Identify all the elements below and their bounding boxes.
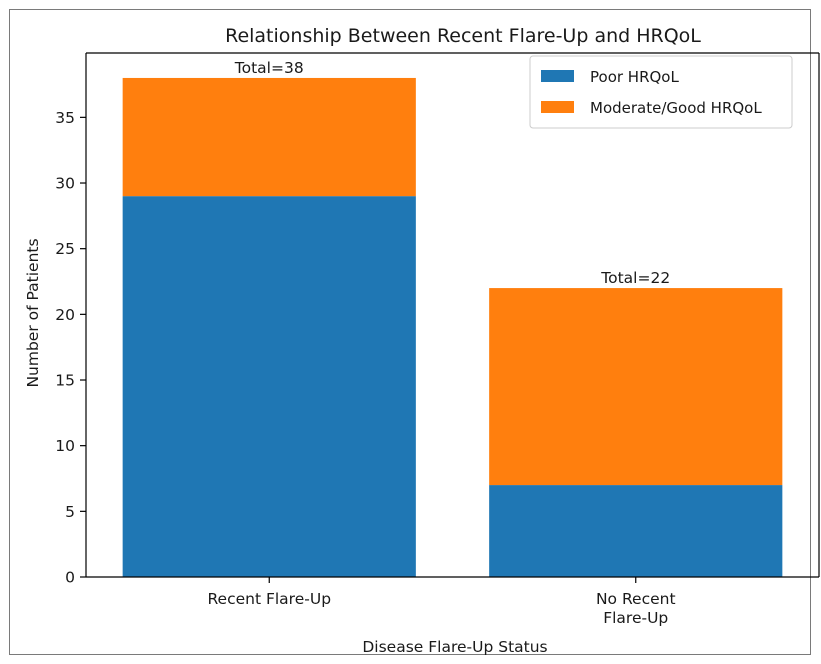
bar-segment-moderate-good (489, 288, 783, 486)
y-tick-label: 0 (65, 569, 75, 587)
legend-label-moderate-good: Moderate/Good HRQoL (590, 99, 762, 117)
axes-layer (85, 52, 820, 578)
legend-label-poor: Poor HRQoL (590, 68, 679, 86)
x-tick-label: Recent Flare-Up (207, 590, 331, 608)
x-tick-label: Flare-Up (603, 609, 668, 627)
labels-layer: Relationship Between Recent Flare-Up and… (24, 25, 701, 656)
legend-swatch-moderate-good (541, 101, 574, 113)
bar-total-label: Total=38 (234, 59, 304, 77)
y-tick-label: 35 (55, 109, 75, 127)
y-tick-label: 25 (55, 240, 75, 258)
y-tick-label: 20 (55, 306, 75, 324)
x-axis-label: Disease Flare-Up Status (362, 638, 547, 656)
bar-total-label: Total=22 (600, 269, 670, 287)
y-tick-label: 5 (65, 503, 75, 521)
y-tick-label: 15 (55, 372, 75, 390)
legend-swatch-poor (541, 70, 574, 82)
bars-layer: Total=38 Total=22 (122, 59, 783, 577)
legend-box (529, 55, 793, 129)
chart-title: Relationship Between Recent Flare-Up and… (225, 25, 701, 47)
bar-segment-poor (489, 485, 783, 577)
legend: Poor HRQoL Moderate/Good HRQoL (529, 55, 793, 129)
y-axis-label: Number of Patients (24, 238, 42, 387)
y-tick-label: 10 (55, 437, 75, 455)
figure-border (9, 9, 811, 655)
y-tick-label: 30 (55, 175, 75, 193)
ticks-layer: 0 5 10 15 20 25 30 35 Recent Flare-Up No RecentFl… (55, 109, 675, 627)
x-tick-label: No Recent (596, 590, 676, 608)
bar-segment-moderate-good (122, 77, 416, 197)
bar-segment-poor (122, 196, 416, 577)
